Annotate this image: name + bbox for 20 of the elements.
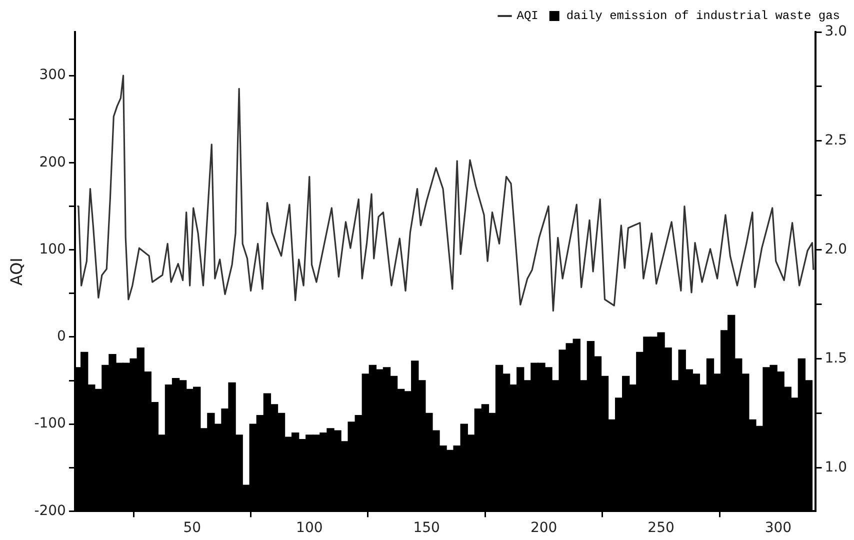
y2-tick-label: 2.0 xyxy=(824,241,847,258)
y-tick-label: 200 xyxy=(39,154,66,170)
y-tick-label: 0 xyxy=(57,328,66,345)
y2-tick-label: 3.0 xyxy=(824,24,847,40)
x-tick-label: 50 xyxy=(183,520,202,536)
y2-tick-label: 1.0 xyxy=(824,459,847,476)
x-tick-label: 200 xyxy=(530,520,558,536)
y2-tick-label: 1.5 xyxy=(824,350,847,366)
y2-tick-label: 2.5 xyxy=(824,132,847,149)
x-tick-label: 300 xyxy=(764,520,792,536)
y-tick-label: -200 xyxy=(34,502,66,519)
y-tick-label: 100 xyxy=(39,241,66,258)
y-axis-title: AQI xyxy=(6,258,26,286)
legend-label: daily emission of industrial waste gas xyxy=(566,9,840,24)
legend-label: AQI xyxy=(516,9,538,24)
y-tick-label: 300 xyxy=(39,67,66,84)
x-tick-label: 250 xyxy=(648,520,674,536)
y-tick-label: -100 xyxy=(34,416,66,432)
x-tick-label: 150 xyxy=(413,520,440,536)
x-tick-label: 100 xyxy=(296,520,323,536)
